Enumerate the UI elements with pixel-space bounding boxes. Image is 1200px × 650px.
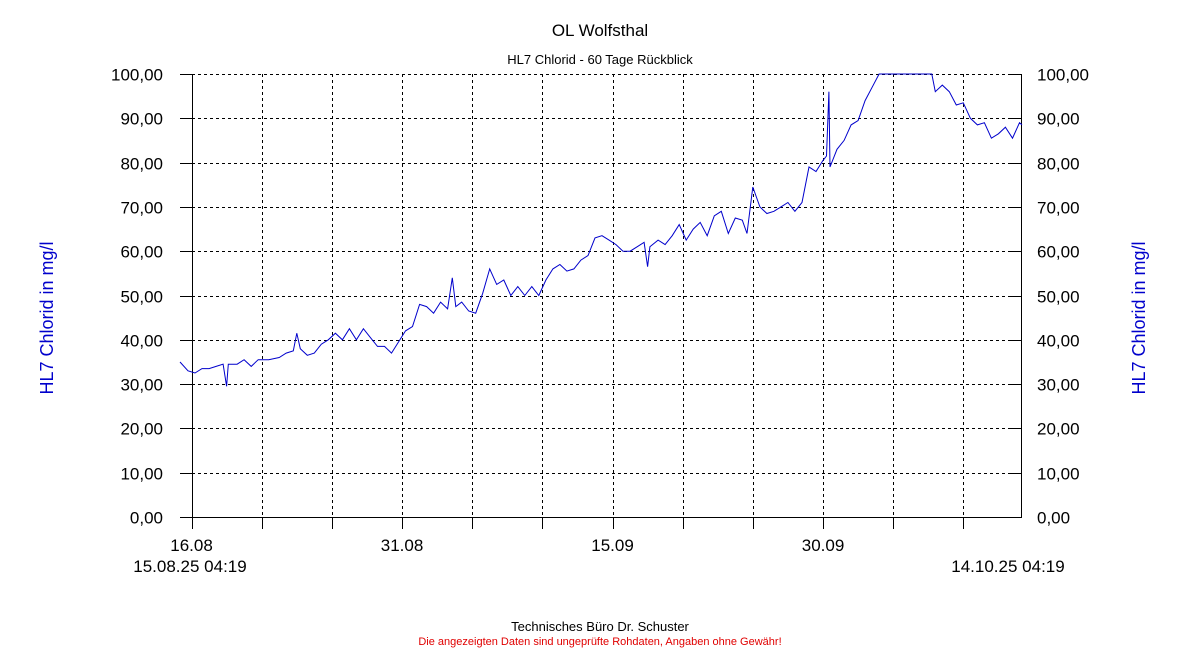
x-tick-label: 15.09 [591,536,634,555]
y-tick-label-left: 100,00 [111,66,163,85]
x-start-label: 15.08.25 04:19 [133,557,246,576]
x-tick-label: 16.08 [170,536,213,555]
y-tick-label-right: 40,00 [1037,332,1080,351]
y-tick-label-right: 20,00 [1037,420,1080,439]
y-tick-label-left: 60,00 [120,243,163,262]
y-tick-label-right: 80,00 [1037,155,1080,174]
y-tick-label-left: 50,00 [120,288,163,307]
grid [180,74,1022,518]
x-tick-label: 30.09 [802,536,845,555]
series-group [179,73,1023,387]
series-line [179,73,1023,387]
y-tick-label-left: 80,00 [120,155,163,174]
chart-subtitle: HL7 Chlorid - 60 Tage Rückblick [507,52,693,67]
y-tick-label-right: 60,00 [1037,243,1080,262]
x-tick-labels: 16.08 31.08 15.09 30.09 [170,536,844,555]
y-axis-label-right: HL7 Chlorid in mg/l [1129,241,1149,394]
y-tick-labels-right: 0,00 10,00 20,00 30,00 40,00 50,00 60,00 70,00 8… [1037,66,1089,528]
y-tick-label-left: 40,00 [120,332,163,351]
y-tick-label-left: 30,00 [120,376,163,395]
y-tick-label-left: 90,00 [120,110,163,129]
footer-disclaimer: Die angezeigten Daten sind ungeprüfte Ro… [418,636,781,648]
chart-title: OL Wolfsthal [552,21,648,40]
y-tick-label-left: 70,00 [120,199,163,218]
y-tick-label-right: 0,00 [1037,509,1070,528]
x-tick-label: 31.08 [381,536,424,555]
footer-credit: Technisches Büro Dr. Schuster [511,619,689,634]
y-tick-label-right: 100,00 [1037,66,1089,85]
y-tick-label-left: 0,00 [130,509,163,528]
y-axis-label-left: HL7 Chlorid in mg/l [37,241,57,394]
y-tick-label-right: 30,00 [1037,376,1080,395]
y-tick-label-right: 50,00 [1037,288,1080,307]
x-end-label: 14.10.25 04:19 [951,557,1064,576]
axes [180,74,1022,529]
y-tick-label-left: 10,00 [120,465,163,484]
y-tick-label-right: 10,00 [1037,465,1080,484]
y-tick-label-left: 20,00 [120,420,163,439]
y-tick-labels-left: 0,00 10,00 20,00 30,00 40,00 50,00 60,00 70,00 8… [111,66,163,528]
y-tick-label-right: 90,00 [1037,110,1080,129]
y-tick-label-right: 70,00 [1037,199,1080,218]
